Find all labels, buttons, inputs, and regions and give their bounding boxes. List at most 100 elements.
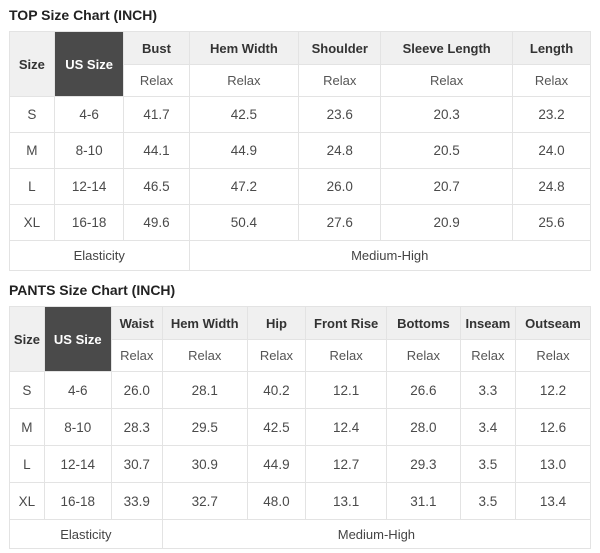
fit-type-cell: Relax (305, 339, 388, 372)
hem-width-value: 32.7 (161, 482, 248, 520)
top-col-header-shoulder: Shoulder (298, 31, 382, 65)
fit-type-cell: Relax (459, 339, 517, 372)
hem-width-value: 30.9 (161, 445, 248, 483)
bust-value: 49.6 (123, 204, 190, 241)
hem-width-value: 29.5 (161, 408, 248, 446)
shoulder-value: 23.6 (298, 96, 382, 133)
table-row-size-xl: XL 16-18 33.9 32.7 48.0 13.1 31.1 3.5 13… (9, 482, 591, 520)
hip-value: 40.2 (246, 371, 307, 409)
us-size-value: 12-14 (53, 168, 125, 205)
us-size-value: 12-14 (43, 445, 112, 483)
pants-size-table: Size US Size Waist Hem Width Hip Front R… (9, 306, 592, 549)
us-size-value: 8-10 (53, 132, 125, 169)
table-row-size-m: M 8-10 44.1 44.9 24.8 20.5 24.0 (9, 132, 591, 169)
waist-value: 26.0 (110, 371, 163, 409)
outseam-value: 12.6 (515, 408, 591, 446)
size-label: L (9, 168, 55, 205)
top-header-row: Size US Size Bust Hem Width Shoulder Sle… (9, 31, 591, 97)
hem-width-value: 47.2 (188, 168, 300, 205)
bottoms-value: 26.6 (386, 371, 461, 409)
sleeve-length-value: 20.7 (380, 168, 514, 205)
waist-value: 33.9 (110, 482, 163, 520)
hip-value: 44.9 (246, 445, 307, 483)
elasticity-value: Medium-High (161, 519, 592, 549)
us-size-value: 16-18 (43, 482, 112, 520)
bottoms-value: 28.0 (386, 408, 461, 446)
top-col-header-length: Length (512, 31, 591, 65)
top-col-header-sleeve-length: Sleeve Length (380, 31, 514, 65)
waist-value: 30.7 (110, 445, 163, 483)
top-col-header-hem-width: Hem Width (188, 31, 300, 65)
fit-type-cell: Relax (161, 339, 248, 372)
fit-type-cell: Relax (386, 339, 461, 372)
inseam-value: 3.4 (459, 408, 517, 446)
elasticity-value: Medium-High (188, 240, 592, 271)
length-value: 23.2 (512, 96, 591, 133)
bottoms-value: 31.1 (386, 482, 461, 520)
pants-elasticity-row: Elasticity Medium-High (9, 519, 592, 549)
us-size-value: 4-6 (43, 371, 112, 409)
top-fit-type-row: Relax Relax Relax Relax Relax (10, 64, 591, 97)
top-col-header-bust: Bust (123, 31, 190, 65)
shoulder-value: 24.8 (298, 132, 382, 169)
pants-col-header-waist: Waist (110, 306, 163, 340)
front-rise-value: 13.1 (305, 482, 388, 520)
pants-col-header-front-rise: Front Rise (305, 306, 388, 340)
fit-type-cell: Relax (246, 339, 307, 372)
fit-type-cell: Relax (515, 339, 591, 372)
inseam-value: 3.5 (459, 482, 517, 520)
elasticity-label: Elasticity (9, 240, 190, 271)
bust-value: 41.7 (123, 96, 190, 133)
table-row-size-m: M 8-10 28.3 29.5 42.5 12.4 28.0 3.4 12.6 (9, 408, 591, 446)
pants-fit-type-row: Relax Relax Relax Relax Relax Relax Rela… (10, 339, 591, 372)
hip-value: 48.0 (246, 482, 307, 520)
outseam-value: 13.0 (515, 445, 591, 483)
pants-col-header-us-size: US Size (43, 306, 112, 372)
size-label: M (9, 132, 55, 169)
us-size-value: 16-18 (53, 204, 125, 241)
sleeve-length-value: 20.9 (380, 204, 514, 241)
shoulder-value: 26.0 (298, 168, 382, 205)
table-row-size-l: L 12-14 30.7 30.9 44.9 12.7 29.3 3.5 13.… (9, 445, 591, 483)
pants-col-header-hem-width: Hem Width (161, 306, 248, 340)
pants-col-header-hip: Hip (246, 306, 307, 340)
top-col-header-size: Size (9, 31, 55, 97)
shoulder-value: 27.6 (298, 204, 382, 241)
hem-width-value: 28.1 (161, 371, 248, 409)
front-rise-value: 12.1 (305, 371, 388, 409)
fit-type-cell: Relax (380, 64, 514, 97)
hip-value: 42.5 (246, 408, 307, 446)
sleeve-length-value: 20.5 (380, 132, 514, 169)
bust-value: 46.5 (123, 168, 190, 205)
hem-width-value: 42.5 (188, 96, 300, 133)
size-label: M (9, 408, 45, 446)
size-label: S (9, 371, 45, 409)
length-value: 24.8 (512, 168, 591, 205)
pants-chart-title: PANTS Size Chart (INCH) (9, 282, 176, 298)
pants-col-header-bottoms: Bottoms (386, 306, 461, 340)
inseam-value: 3.5 (459, 445, 517, 483)
top-elasticity-row: Elasticity Medium-High (9, 240, 592, 271)
pants-col-header-inseam: Inseam (459, 306, 517, 340)
size-label: L (9, 445, 45, 483)
pants-col-header-outseam: Outseam (515, 306, 591, 340)
us-size-value: 8-10 (43, 408, 112, 446)
outseam-value: 12.2 (515, 371, 591, 409)
elasticity-label: Elasticity (9, 519, 163, 549)
inseam-value: 3.3 (459, 371, 517, 409)
us-size-value: 4-6 (53, 96, 125, 133)
fit-type-cell: Relax (512, 64, 591, 97)
hem-width-value: 50.4 (188, 204, 300, 241)
table-row-size-l: L 12-14 46.5 47.2 26.0 20.7 24.8 (9, 168, 591, 205)
bust-value: 44.1 (123, 132, 190, 169)
front-rise-value: 12.7 (305, 445, 388, 483)
sleeve-length-value: 20.3 (380, 96, 514, 133)
top-size-table: Size US Size Bust Hem Width Shoulder Sle… (9, 31, 592, 271)
table-row-size-xl: XL 16-18 49.6 50.4 27.6 20.9 25.6 (9, 204, 591, 241)
length-value: 24.0 (512, 132, 591, 169)
front-rise-value: 12.4 (305, 408, 388, 446)
hem-width-value: 44.9 (188, 132, 300, 169)
fit-type-cell: Relax (188, 64, 300, 97)
top-chart-title: TOP Size Chart (INCH) (9, 7, 158, 23)
fit-type-cell: Relax (123, 64, 190, 97)
